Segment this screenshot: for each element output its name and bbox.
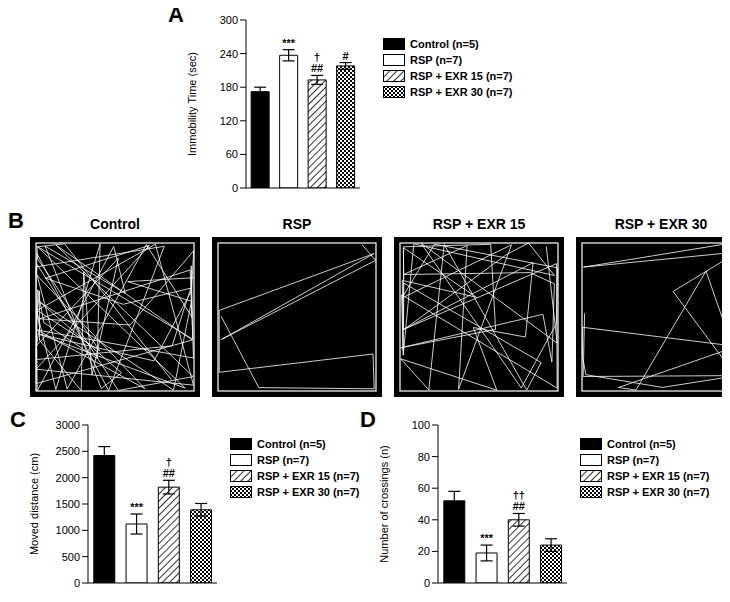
svg-text:1500: 1500 [56, 498, 80, 510]
html-text:A: A [168, 2, 184, 27]
svg-text:***: *** [282, 37, 296, 49]
svg-text:RSP + EXR 30: RSP + EXR 30 [615, 216, 708, 232]
html-text:RSP (n=7): RSP (n=7) [410, 54, 463, 66]
html-text:Control (n=5): Control (n=5) [410, 38, 479, 50]
svg-text:0: 0 [424, 577, 430, 589]
svg-text:#: # [343, 50, 349, 62]
svg-text:3000: 3000 [56, 419, 80, 431]
svg-text:2500: 2500 [56, 445, 80, 457]
svg-text:***: *** [480, 532, 494, 544]
svg-text:40: 40 [418, 514, 430, 526]
svg-text:RSP + EXR 15: RSP + EXR 15 [433, 216, 526, 232]
svg-text:0: 0 [232, 182, 238, 194]
svg-text:Moved distance (cm): Moved distance (cm) [28, 453, 40, 555]
svg-text:100: 100 [412, 419, 430, 431]
svg-text:Number of crossings (n): Number of crossings (n) [378, 445, 390, 562]
svg-text:***: *** [130, 501, 144, 513]
svg-text:20: 20 [418, 545, 430, 557]
svg-text:120: 120 [220, 115, 238, 127]
html-text:D: D [360, 407, 376, 432]
svg-text:Immobility Time (sec): Immobility Time (sec) [186, 52, 198, 156]
svg-text:500: 500 [62, 551, 80, 563]
html-text:RSP + EXR 15 (n=7): RSP + EXR 15 (n=7) [410, 70, 513, 82]
svg-text:Control: Control [90, 216, 140, 232]
html-text:RSP + EXR 30 (n=7): RSP + EXR 30 (n=7) [257, 486, 360, 498]
svg-text:2000: 2000 [56, 472, 80, 484]
svg-text:80: 80 [418, 451, 430, 463]
svg-text:1000: 1000 [56, 524, 80, 536]
svg-text:180: 180 [220, 81, 238, 93]
svg-text:##: ## [513, 500, 525, 512]
html-text:RSP + EXR 30 (n=7): RSP + EXR 30 (n=7) [410, 86, 513, 98]
svg-text:RSP: RSP [283, 216, 312, 232]
svg-text:##: ## [163, 467, 175, 479]
html-text:B: B [8, 208, 24, 233]
svg-text:60: 60 [226, 148, 238, 160]
html-text:RSP + EXR 15 (n=7): RSP + EXR 15 (n=7) [607, 470, 710, 482]
html-text:Control (n=5): Control (n=5) [257, 438, 326, 450]
html-text:Control (n=5): Control (n=5) [607, 438, 676, 450]
svg-text:0: 0 [74, 577, 80, 589]
html-text:C: C [10, 407, 26, 432]
svg-text:240: 240 [220, 48, 238, 60]
html-text:RSP + EXR 30 (n=7): RSP + EXR 30 (n=7) [607, 486, 710, 498]
svg-text:300: 300 [220, 14, 238, 26]
svg-text:##: ## [311, 62, 323, 74]
html-text:RSP (n=7): RSP (n=7) [607, 454, 660, 466]
html-text:RSP (n=7): RSP (n=7) [257, 454, 310, 466]
svg-text:60: 60 [418, 482, 430, 494]
html-text:RSP + EXR 15 (n=7): RSP + EXR 15 (n=7) [257, 470, 360, 482]
